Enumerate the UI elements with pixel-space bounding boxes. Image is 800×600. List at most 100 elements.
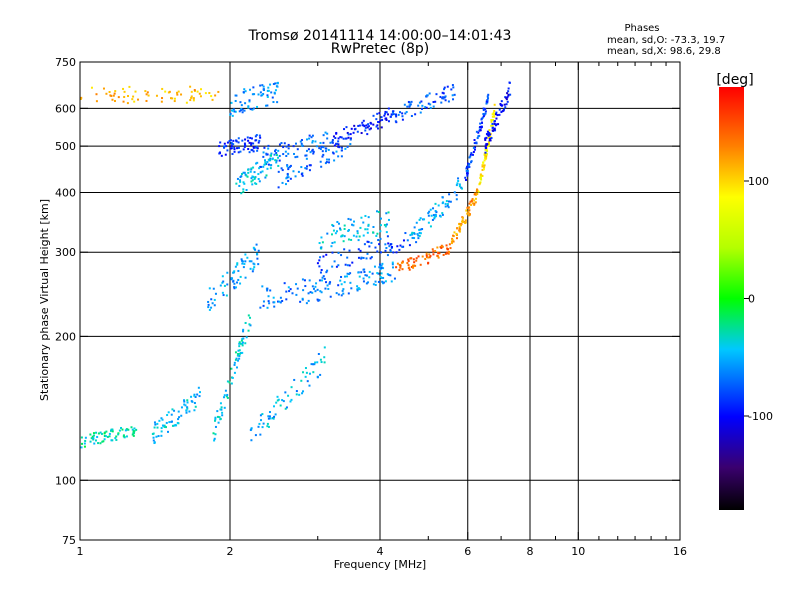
data-point xyxy=(254,139,257,142)
data-point xyxy=(244,276,247,279)
data-point xyxy=(340,283,343,286)
data-point xyxy=(391,111,394,114)
data-point xyxy=(225,145,228,148)
data-point xyxy=(467,211,470,214)
data-point xyxy=(503,103,506,106)
data-point xyxy=(506,96,509,99)
data-point xyxy=(250,143,253,146)
data-point xyxy=(153,421,156,424)
data-point xyxy=(286,172,289,175)
data-point xyxy=(262,165,265,168)
data-point xyxy=(108,435,111,438)
data-point xyxy=(382,267,385,270)
data-point xyxy=(485,136,488,139)
data-point xyxy=(328,282,331,285)
data-point xyxy=(222,280,225,283)
stats-heading: Phases xyxy=(624,23,659,34)
data-point xyxy=(356,230,359,233)
data-point xyxy=(268,415,271,418)
data-point xyxy=(349,138,352,141)
data-point xyxy=(316,361,319,364)
data-point xyxy=(316,262,319,265)
data-point xyxy=(384,112,387,115)
data-point xyxy=(125,435,128,438)
data-point xyxy=(473,202,476,205)
colorbar-label: [deg] xyxy=(716,72,753,88)
data-point xyxy=(387,242,390,245)
data-point xyxy=(402,239,405,242)
data-point xyxy=(277,149,280,152)
data-point xyxy=(275,401,278,404)
data-point xyxy=(234,265,237,268)
data-point xyxy=(252,150,255,153)
data-point xyxy=(304,285,307,288)
data-point xyxy=(464,178,467,181)
data-point xyxy=(482,115,485,118)
data-point xyxy=(284,150,287,153)
data-point xyxy=(318,147,321,150)
data-point xyxy=(362,280,365,283)
data-point xyxy=(377,272,380,275)
data-point xyxy=(248,323,251,326)
data-point xyxy=(135,428,138,431)
data-point xyxy=(418,218,421,221)
data-point xyxy=(485,148,488,151)
data-point xyxy=(217,421,220,424)
data-point xyxy=(434,250,437,253)
data-point xyxy=(337,284,340,287)
data-point xyxy=(426,94,429,97)
data-point xyxy=(221,414,224,417)
data-point xyxy=(312,150,315,153)
data-point xyxy=(246,136,249,139)
data-point xyxy=(491,124,494,127)
data-point xyxy=(386,235,389,238)
data-point xyxy=(440,101,443,104)
data-point xyxy=(451,94,454,97)
data-point xyxy=(296,155,299,158)
data-point xyxy=(106,435,109,438)
data-point xyxy=(245,188,248,191)
data-point xyxy=(490,119,493,122)
data-point xyxy=(250,142,253,145)
data-point xyxy=(427,214,430,217)
data-point xyxy=(307,148,310,151)
data-point xyxy=(384,243,387,246)
data-point xyxy=(276,85,279,88)
data-point xyxy=(347,217,350,220)
data-point xyxy=(446,251,449,254)
data-point xyxy=(240,258,243,261)
data-point xyxy=(487,144,490,147)
data-point xyxy=(231,114,234,117)
data-point xyxy=(484,145,487,148)
data-point xyxy=(395,115,398,118)
data-point xyxy=(80,436,83,439)
data-point xyxy=(276,395,279,398)
data-point xyxy=(363,243,366,246)
data-point xyxy=(349,218,352,221)
data-point xyxy=(223,284,226,287)
data-point xyxy=(156,422,159,425)
data-point xyxy=(180,406,183,409)
data-point xyxy=(214,433,217,436)
data-point xyxy=(305,154,308,157)
data-point xyxy=(211,302,214,305)
data-point xyxy=(482,112,485,115)
data-point xyxy=(228,139,231,142)
data-point xyxy=(432,214,435,217)
data-point xyxy=(484,151,487,154)
data-point xyxy=(213,437,216,440)
data-point xyxy=(441,91,444,94)
data-point xyxy=(235,139,238,142)
data-point xyxy=(415,241,418,244)
data-point xyxy=(493,115,496,118)
data-point xyxy=(507,94,510,97)
data-point xyxy=(132,432,135,435)
data-point xyxy=(104,435,107,438)
data-point xyxy=(176,91,179,94)
data-point xyxy=(267,300,270,303)
data-point xyxy=(410,265,413,268)
data-point xyxy=(296,287,299,290)
data-point xyxy=(449,200,452,203)
data-point xyxy=(180,93,183,96)
data-point xyxy=(132,95,135,98)
